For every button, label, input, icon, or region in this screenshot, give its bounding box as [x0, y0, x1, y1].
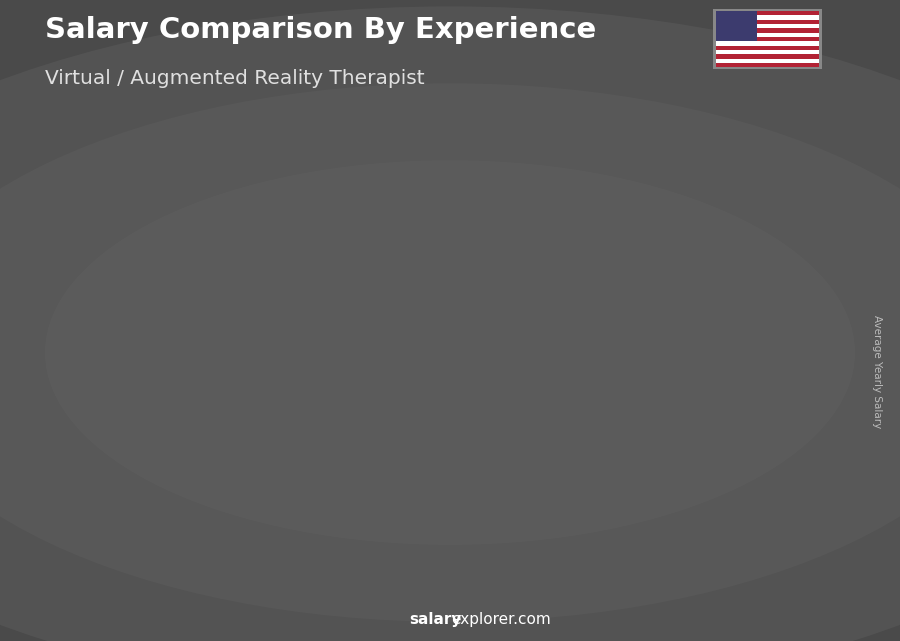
Polygon shape: [445, 244, 536, 264]
Text: Average Yearly Salary: Average Yearly Salary: [872, 315, 883, 428]
Text: +9%: +9%: [518, 201, 560, 219]
Polygon shape: [75, 432, 151, 551]
Text: salary: salary: [410, 612, 462, 627]
Polygon shape: [691, 213, 768, 551]
Polygon shape: [151, 412, 166, 551]
Polygon shape: [321, 316, 398, 551]
Text: 112,000 USD: 112,000 USD: [438, 492, 521, 505]
Text: +8%: +8%: [642, 175, 683, 193]
Text: Salary Comparison By Experience: Salary Comparison By Experience: [45, 16, 596, 44]
Text: +34%: +34%: [142, 354, 195, 372]
Text: Virtual / Augmented Reality Therapist: Virtual / Augmented Reality Therapist: [45, 69, 425, 88]
Text: +48%: +48%: [266, 278, 319, 296]
Text: 62,000 USD: 62,000 USD: [192, 499, 266, 512]
Polygon shape: [521, 244, 536, 551]
Polygon shape: [398, 296, 412, 551]
Polygon shape: [768, 192, 783, 551]
Ellipse shape: [45, 160, 855, 545]
Ellipse shape: [0, 83, 900, 622]
Text: 132,000 USD: 132,000 USD: [701, 515, 784, 528]
Polygon shape: [274, 372, 289, 551]
Polygon shape: [644, 218, 660, 551]
Ellipse shape: [0, 6, 900, 641]
Polygon shape: [691, 192, 783, 213]
Text: 91,700 USD: 91,700 USD: [315, 496, 390, 509]
Polygon shape: [568, 238, 644, 551]
Polygon shape: [75, 412, 166, 432]
Polygon shape: [445, 264, 521, 551]
Polygon shape: [198, 372, 289, 392]
Text: 122,000 USD: 122,000 USD: [562, 494, 644, 508]
Polygon shape: [321, 296, 412, 316]
Polygon shape: [568, 218, 660, 238]
Text: explorer.com: explorer.com: [451, 612, 551, 627]
Text: +22%: +22%: [389, 226, 443, 244]
Polygon shape: [198, 392, 274, 551]
Text: 46,500 USD: 46,500 USD: [68, 493, 143, 506]
